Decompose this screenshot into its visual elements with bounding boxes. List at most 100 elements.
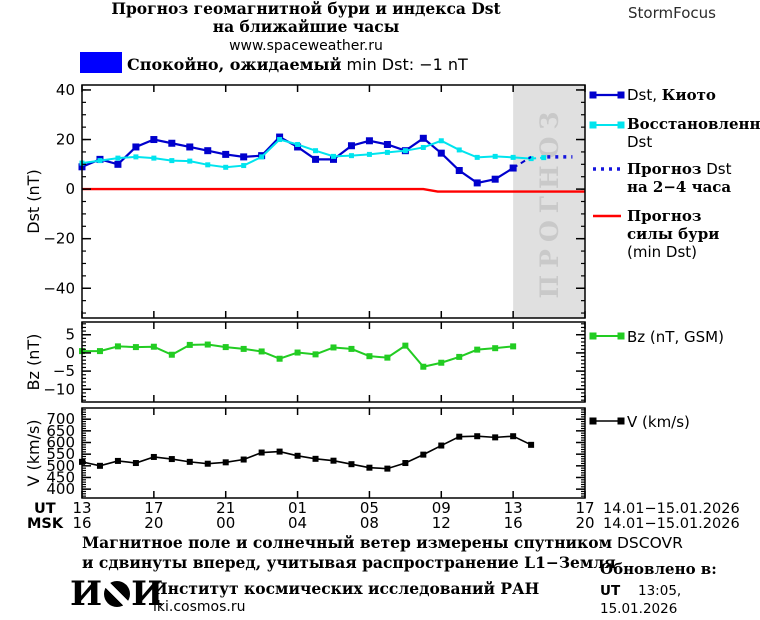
series-marker — [347, 142, 355, 150]
series-marker — [330, 155, 337, 163]
legend-storm-line3: (min Dst) — [627, 243, 698, 261]
y-tick-label: −10 — [43, 380, 75, 398]
footnote: Магнитное поле и солнечный ветер измерен… — [82, 533, 683, 572]
series-marker — [348, 345, 355, 352]
series-line — [82, 343, 514, 368]
series-marker — [473, 179, 481, 187]
x-tick-ut: 13 — [72, 499, 91, 517]
series-marker — [150, 343, 157, 350]
series-marker — [510, 433, 517, 440]
series-marker — [132, 143, 140, 151]
series-marker — [420, 363, 427, 370]
y-tick-label: −20 — [43, 230, 75, 248]
series-marker — [456, 433, 463, 440]
legend-item-dst-kyoto: Dst, Киото — [627, 86, 716, 104]
forecast-region-label: ПРОГНОЗ — [535, 105, 564, 299]
y-tick-label: 450 — [46, 468, 75, 486]
series-marker — [114, 343, 121, 350]
status-text-cyr: Спокойно, ожидаемый — [127, 55, 342, 74]
x-axis-row2-label: MSK — [27, 516, 64, 532]
series-marker — [168, 139, 176, 147]
x-tick-msk: 12 — [432, 514, 451, 532]
series-marker — [114, 457, 121, 464]
series-marker — [258, 348, 265, 355]
series-marker — [312, 455, 319, 462]
series-marker — [348, 153, 354, 159]
legend-forecast-line2: на 2−4 часа — [627, 178, 732, 196]
updated-row-ut: UT 13:05, 15.01.2026 — [600, 582, 760, 618]
series-line — [512, 156, 532, 169]
title-block: Прогноз геомагнитной бури и индекса Dst … — [0, 0, 612, 55]
series-marker — [204, 460, 211, 467]
series-marker — [132, 460, 139, 467]
series-marker — [240, 456, 247, 463]
series-marker — [509, 164, 517, 172]
series-marker — [168, 456, 175, 463]
series-marker — [259, 154, 265, 160]
x-tick-ut: 05 — [360, 499, 379, 517]
series-marker — [510, 154, 516, 160]
y-tick-label: 700 — [46, 410, 75, 428]
series-marker — [437, 149, 445, 157]
series-marker — [366, 151, 372, 157]
legend-forecast-line1-cyr: Прогноз — [627, 160, 702, 178]
series-marker — [222, 344, 229, 351]
series-marker — [366, 353, 373, 360]
series-marker — [384, 465, 391, 472]
series-marker — [96, 462, 103, 469]
series-marker — [402, 460, 409, 467]
x-tick-ut: 21 — [216, 499, 235, 517]
legend-dst-kyoto-cyr: Киото — [661, 86, 716, 104]
updated-row-ut-value: 13:05, 15.01.2026 — [600, 583, 682, 617]
series-marker — [366, 464, 373, 471]
series-marker — [330, 344, 337, 351]
quiet-status-swatch — [80, 52, 122, 73]
x-tick-ut: 01 — [288, 499, 307, 517]
series-marker — [419, 134, 427, 142]
series-marker — [492, 345, 499, 352]
panel-dst: ПРОГНОЗ 40 20 0 −20 −40 Dst (nT) — [24, 81, 586, 319]
y-axis-title: Dst (nT) — [24, 169, 43, 233]
series-marker — [187, 158, 193, 164]
series-marker — [438, 359, 445, 366]
x-tick-msk: 16 — [504, 514, 523, 532]
series-marker — [384, 354, 391, 361]
status-text: Спокойно, ожидаемый min Dst: −1 nT — [127, 55, 468, 74]
legend-storm-line1: Прогноз — [627, 207, 702, 225]
legend-samples — [589, 91, 625, 425]
series-marker — [492, 434, 499, 441]
series-marker — [312, 351, 319, 358]
updated-row-ut-key: UT — [600, 583, 621, 599]
x-tick-msk: 04 — [288, 514, 307, 532]
series-marker — [132, 344, 139, 351]
panel-frame — [81, 321, 586, 403]
y-tick-label: 0 — [65, 180, 75, 198]
y-tick-label: 40 — [56, 81, 75, 99]
series-marker — [474, 346, 481, 353]
series-marker — [169, 158, 175, 164]
x-tick-ut: 09 — [432, 499, 451, 517]
institute-name: Институт космических исследований РАН — [153, 579, 540, 598]
site-url: www.spaceweather.ru — [229, 38, 383, 54]
series-marker — [402, 342, 409, 349]
series-marker — [455, 167, 463, 175]
series-marker — [186, 341, 193, 348]
y-tick-label: 650 — [46, 422, 75, 440]
footnote-line2: и сдвинуты вперед, учитывая распростране… — [82, 553, 616, 572]
series-marker — [222, 459, 229, 466]
series-marker — [205, 162, 211, 168]
series-marker — [330, 457, 337, 464]
x-tick-msk: 16 — [72, 514, 91, 532]
series-marker — [383, 140, 391, 148]
legend-restored-line2: Dst — [627, 133, 653, 151]
footnote-line1-cyr: Магнитное поле и солнечный ветер измерен… — [82, 533, 613, 552]
series-line — [82, 187, 585, 193]
series-marker — [438, 442, 445, 449]
series-marker — [474, 154, 480, 160]
series-marker — [223, 164, 229, 170]
